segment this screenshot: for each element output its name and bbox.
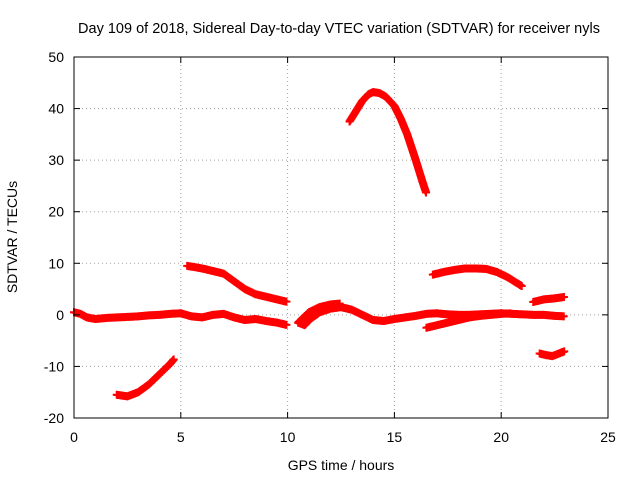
x-tick-label: 25 — [600, 429, 616, 445]
x-tick-label: 5 — [177, 429, 185, 445]
x-tick-label: 0 — [70, 429, 78, 445]
y-tick-label: 10 — [48, 255, 64, 271]
x-tick-label: 15 — [387, 429, 403, 445]
data-point-marker — [560, 347, 569, 356]
x-tick-label: 10 — [280, 429, 296, 445]
axis-ticks: 0 5 10 15 20 25 -20 -10 0 10 20 30 40 50 — [44, 49, 616, 445]
series-3 — [294, 299, 344, 327]
x-tick-label: 20 — [493, 429, 509, 445]
data-point-marker — [559, 312, 568, 321]
y-tick-label: -20 — [44, 410, 64, 426]
data-point-marker — [422, 188, 431, 197]
x-axis-label: GPS time / hours — [288, 457, 395, 473]
series-4 — [112, 355, 178, 401]
data-point-marker — [169, 355, 178, 364]
plot-frame — [73, 56, 609, 419]
series-6 — [345, 88, 431, 197]
series-7 — [428, 264, 526, 290]
series-8 — [529, 293, 568, 306]
y-tick-label: -10 — [44, 358, 64, 374]
series-0 — [70, 308, 291, 329]
chart-title: Day 109 of 2018, Sidereal Day-to-day VTE… — [78, 21, 600, 37]
data-point-marker — [282, 297, 291, 306]
y-tick-label: 20 — [48, 204, 64, 220]
y-tick-label: 0 — [56, 307, 64, 323]
data-point-marker — [282, 320, 291, 329]
y-tick-label: 40 — [48, 101, 64, 117]
data-point-marker — [506, 309, 515, 318]
series-5 — [183, 261, 291, 306]
data-point-marker — [335, 299, 344, 308]
series-2 — [422, 309, 515, 332]
grid — [74, 57, 608, 418]
data-point-marker — [559, 293, 568, 302]
y-tick-label: 50 — [48, 49, 64, 65]
data-point-marker — [517, 281, 526, 290]
y-axis-label: SDTVAR / TECUs — [4, 181, 20, 293]
series-9 — [535, 347, 569, 361]
data-points — [70, 88, 569, 401]
y-tick-label: 30 — [48, 152, 64, 168]
